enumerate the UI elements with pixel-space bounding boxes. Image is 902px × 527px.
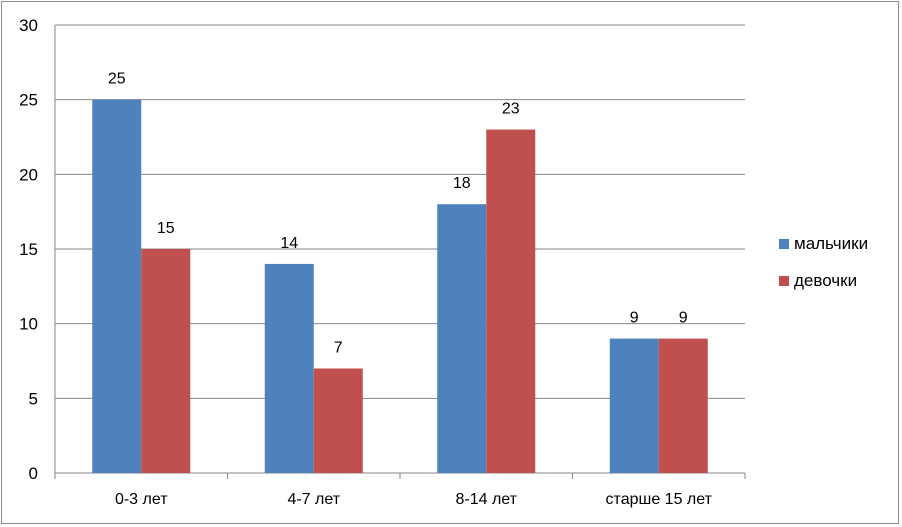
y-tick-label: 25 [19, 91, 38, 110]
x-category-label: 8-14 лет [456, 491, 518, 508]
y-tick-label: 0 [29, 464, 38, 483]
y-tick-label: 15 [19, 240, 38, 259]
x-category-label: 4-7 лет [287, 491, 340, 508]
legend-label: девочки [794, 271, 857, 290]
legend-swatch [779, 276, 789, 286]
bar-мальчики-3 [609, 338, 659, 473]
axes: 0 5 10 15 20 25 30 0-3 лет 4-7 лет 8-14 лет старше… [19, 16, 746, 508]
data-label: 25 [108, 71, 126, 88]
bar-девочки-2 [486, 129, 536, 474]
data-label: 18 [453, 175, 471, 192]
bar-мальчики-0 [92, 99, 142, 474]
data-label: 14 [280, 235, 298, 252]
bar-девочки-1 [313, 368, 363, 473]
bar-девочки-3 [658, 338, 708, 473]
bar-девочки-0 [141, 249, 191, 473]
bar-мальчики-2 [437, 204, 487, 473]
legend: мальчики девочки [779, 234, 868, 290]
data-label: 9 [630, 310, 639, 327]
data-label: 23 [502, 101, 520, 118]
y-tick-label: 30 [19, 16, 38, 35]
y-tick-label: 10 [19, 315, 38, 334]
x-category-label: 0-3 лет [115, 491, 168, 508]
data-label: 15 [157, 220, 175, 237]
bars [92, 99, 708, 474]
data-labels: 25 15 14 7 18 23 9 9 [108, 71, 688, 357]
y-tick-label: 5 [29, 389, 38, 408]
y-tick-label: 20 [19, 165, 38, 184]
x-category-label: старше 15 лет [606, 491, 713, 508]
data-label: 7 [334, 339, 343, 356]
legend-label: мальчики [794, 234, 868, 253]
legend-swatch [779, 239, 789, 249]
bar-мальчики-1 [264, 263, 314, 473]
data-label: 9 [679, 310, 688, 327]
